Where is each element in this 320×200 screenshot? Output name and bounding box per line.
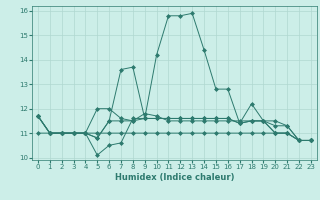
X-axis label: Humidex (Indice chaleur): Humidex (Indice chaleur)	[115, 173, 234, 182]
